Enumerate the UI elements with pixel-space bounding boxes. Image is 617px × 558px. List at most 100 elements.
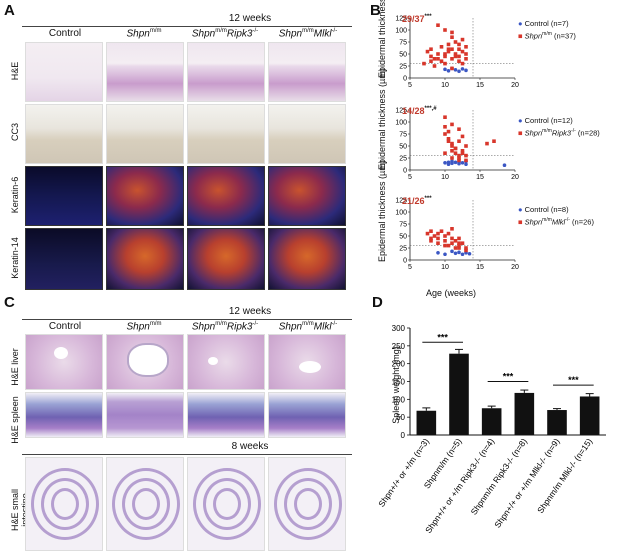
b3-ytick-label: 75 (399, 222, 407, 229)
b3-ytick-label: 50 (399, 234, 407, 241)
row-label-keratin14: Keratin-14 (10, 237, 20, 279)
b3-ytick-label: 25 (399, 246, 407, 253)
b1-ytick-label: 50 (399, 52, 407, 59)
d-bar (514, 392, 535, 435)
panel-a-letter: A (4, 2, 15, 19)
image-k6-shpn (106, 166, 184, 226)
panel-b-letter: B (370, 2, 381, 19)
b1-mutant-point (453, 40, 458, 44)
b2-control-point (453, 160, 458, 165)
b2-control-point (450, 161, 454, 166)
b1-control-point (464, 68, 468, 73)
d-category-label: Shpnm/m Ripk3-/- (n=8) (469, 436, 529, 516)
b1-mutant-point (457, 59, 461, 63)
b3-mutant-point (453, 246, 458, 250)
b1-control-point (453, 68, 458, 72)
row-label-cc3: CC3 (10, 123, 20, 142)
b2-ytick-label: 100 (395, 120, 407, 127)
panel-d-bar-chart: 0 50 100 150 200 250 300 Shpn+/+ or +/m (n=3) Sh… (376, 324, 606, 535)
b1-mutant-point (436, 23, 440, 27)
image-liver-shpn (106, 334, 184, 390)
b2-xtick-label: 20 (511, 174, 519, 181)
image-intestine-shpn-mlkl (268, 457, 346, 551)
image-spleen-control (25, 392, 103, 438)
b2-mutant-point (460, 149, 465, 153)
d-significance-stars: *** (437, 332, 448, 342)
image-k14-shpn (106, 228, 184, 290)
b2-mutant-point (453, 146, 458, 151)
b1-xtick-label: 15 (476, 82, 484, 89)
d-bar (481, 408, 502, 435)
image-spleen-shpn-ripk3 (187, 392, 265, 438)
col-header-shpn-mlkl: Shpnm/mMlkl-/- (278, 28, 338, 40)
image-he-shpn-mlkl (268, 42, 346, 102)
b2-ytick-label: 25 (399, 156, 407, 163)
b1-control-point (443, 67, 447, 72)
b3-xtick-label: 10 (441, 264, 449, 271)
panel-c-header-rule (22, 319, 352, 320)
b2-mutant-point (443, 115, 447, 119)
image-liver-shpn-ripk3 (187, 334, 265, 390)
b3-mutant-point (443, 239, 447, 243)
b1-legend: ● Control (n=7) ■ Shpnm/m (n=37) (518, 19, 576, 41)
b2-mutant-point (457, 153, 461, 158)
b2-ratio: 14/28***,# (402, 106, 437, 116)
b3-mutant-point (446, 243, 451, 248)
b2-xtick-label: 15 (476, 174, 484, 181)
b1-ratio: 29/37*** (402, 14, 432, 24)
b2-mutant-point (443, 151, 447, 155)
d-bar (579, 396, 600, 435)
b2-ytick-label: 125 (395, 108, 407, 115)
d-category-label: Shpnm/m Mlkl-/- (n=15) (535, 436, 594, 515)
d-category-label: Shpn+/+ or +/m (n=3) (376, 436, 431, 508)
b1-mutant-point (446, 42, 451, 47)
image-intestine-control (25, 457, 103, 551)
row-label-he-liver: H&E liver (10, 348, 20, 386)
col-header-control: Control (48, 28, 82, 39)
b1-mutant-point (429, 47, 433, 51)
panel-d-letter: D (372, 294, 383, 311)
b1-mutant-point (439, 59, 444, 63)
b2-mutant-point (450, 141, 454, 146)
b1-mutant-point (464, 45, 468, 49)
d-bar (547, 410, 567, 435)
b2-mutant-point (443, 132, 447, 136)
b1-ytick-label: 125 (395, 16, 407, 23)
b1-mutant-point (460, 61, 465, 66)
b2-mutant-point (446, 139, 451, 143)
b3-mutant-point (457, 246, 461, 250)
b1-mutant-point (453, 52, 458, 56)
b1-mutant-point (457, 42, 461, 47)
b1-xtick-label: 5 (408, 82, 412, 89)
b2-control-point (502, 163, 507, 167)
b3-ylabel: Epidermal thickness (µm) (377, 160, 387, 262)
b3-mutant-point (446, 231, 451, 236)
b1-control-point (446, 69, 451, 73)
image-cc3-shpn-ripk3 (187, 104, 265, 164)
b3-xtick-label: 20 (511, 264, 519, 271)
b2-control-point (446, 160, 451, 165)
b3-mutant-point (450, 227, 454, 231)
b3-xtick-label: 5 (408, 264, 412, 271)
c-col-header-shpn-mlkl: Shpnm/mMlkl-/- (278, 321, 338, 333)
b3-mutant-point (443, 234, 447, 238)
image-cc3-shpn-mlkl (268, 104, 346, 164)
b2-mutant-point (446, 137, 451, 141)
b2-xtick-label: 5 (408, 174, 412, 181)
image-spleen-shpn-mlkl (268, 392, 346, 438)
col-header-shpn-ripk3: Shpnm/mRipk3-/- (191, 28, 259, 40)
b3-control-point (443, 252, 447, 257)
b1-mutant-point (457, 54, 461, 59)
d-significance-stars: *** (568, 375, 579, 385)
b1-mutant-point (464, 57, 468, 61)
b3-mutant-point (436, 236, 440, 241)
b3-mutant-point (429, 239, 433, 243)
b2-ytick-label: 75 (399, 132, 407, 139)
b3-mutant-point (443, 243, 447, 248)
b3-control-point (467, 251, 472, 256)
b1-mutant-point (429, 59, 433, 63)
b2-control-point (443, 161, 447, 165)
b3-mutant-point (436, 231, 440, 236)
b3-mutant-point (453, 239, 458, 243)
